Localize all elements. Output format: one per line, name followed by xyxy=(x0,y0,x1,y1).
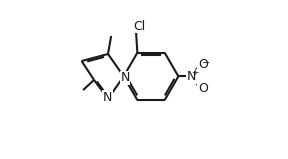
Text: Cl: Cl xyxy=(134,20,146,33)
Text: O: O xyxy=(198,82,208,95)
Text: N: N xyxy=(187,70,196,83)
Text: O: O xyxy=(198,58,208,71)
Text: −: − xyxy=(202,58,210,68)
Text: N: N xyxy=(103,91,112,104)
Text: N: N xyxy=(120,71,130,84)
Text: +: + xyxy=(192,68,199,77)
